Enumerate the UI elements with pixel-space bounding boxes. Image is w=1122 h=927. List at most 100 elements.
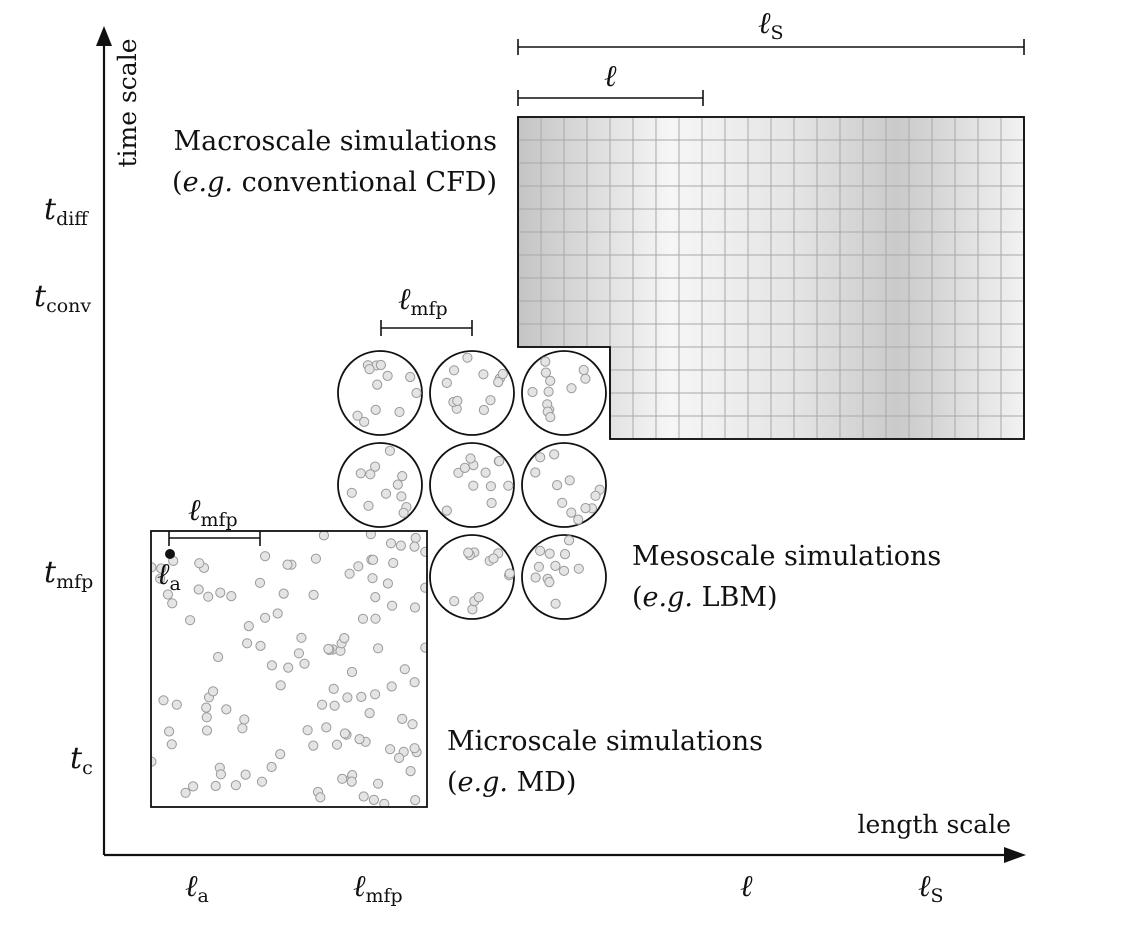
scale-label-l-s: ℓS [758, 6, 784, 44]
particle [573, 563, 584, 574]
particle [580, 373, 591, 384]
axes: time scale length scale tdiff tconv tmfp… [34, 26, 1026, 907]
particle [352, 410, 363, 421]
particle [254, 577, 266, 588]
macroscale-outline [517, 116, 1025, 440]
particle [405, 371, 416, 383]
particle [373, 778, 384, 789]
particle [550, 560, 561, 572]
particle [317, 699, 328, 710]
particle [188, 781, 199, 792]
particle [382, 370, 393, 381]
microscale-title: Microscale simulations [447, 726, 763, 757]
particle [353, 561, 364, 572]
particle [282, 559, 293, 570]
particle [296, 632, 307, 643]
particle [201, 712, 212, 723]
y-axis-arrow [96, 26, 112, 46]
particle [368, 554, 379, 566]
x-axis-label: length scale [857, 810, 1011, 839]
particle [409, 602, 421, 613]
x-tick-l-s: ℓS [918, 869, 944, 907]
particle [368, 794, 379, 806]
particle [215, 769, 226, 780]
particle [557, 497, 568, 508]
particle [398, 507, 409, 518]
particle [463, 547, 474, 558]
particle [243, 621, 254, 632]
atom-dot [165, 549, 175, 559]
particle [410, 532, 421, 544]
particle [386, 681, 397, 692]
particle [545, 375, 556, 386]
scale-label-l: ℓ [604, 59, 617, 94]
particle [566, 507, 577, 518]
particle [364, 708, 375, 719]
particle [544, 548, 555, 559]
particle [365, 531, 376, 540]
particle [410, 795, 421, 806]
particle [504, 568, 515, 579]
particle [370, 461, 381, 472]
particle [590, 490, 601, 501]
scale-label-l-mfp-micro: ℓmfp [188, 493, 238, 531]
particle [302, 725, 313, 736]
particle [355, 468, 366, 479]
particle [266, 761, 277, 773]
particle [344, 568, 355, 579]
macroscale-note: (e.g. conventional CFD) [172, 167, 497, 198]
particle [208, 686, 219, 697]
particle [201, 702, 212, 713]
particle [420, 582, 427, 593]
particle [221, 704, 232, 715]
mesoscale-note: (e.g. LBM) [632, 582, 778, 613]
particle [357, 613, 369, 624]
particle [318, 531, 329, 541]
particle [331, 739, 343, 750]
particle [459, 462, 470, 473]
particle [372, 379, 383, 390]
particle [299, 658, 310, 669]
particle [367, 573, 378, 584]
particle [385, 538, 397, 549]
particle [395, 540, 406, 551]
particle [392, 479, 403, 490]
particle [397, 471, 408, 482]
mesoscale-cells [337, 350, 607, 620]
lbm-cell [429, 350, 515, 436]
particle [409, 743, 420, 754]
particle [255, 640, 266, 652]
particle [237, 723, 248, 734]
particle [215, 587, 226, 598]
particle [564, 475, 575, 486]
particle [449, 365, 460, 376]
particle [478, 369, 489, 380]
particle [278, 588, 289, 599]
particle [473, 592, 484, 603]
particle [397, 713, 408, 725]
particle [193, 584, 204, 595]
particle [370, 689, 381, 700]
particle [260, 612, 271, 623]
lbm-cell [521, 534, 607, 620]
particle [388, 557, 399, 569]
x-tick-l-mfp: ℓmfp [353, 869, 403, 907]
particle [563, 535, 575, 546]
particle [540, 356, 551, 367]
y-tick-t-conv: tconv [34, 279, 91, 317]
macroscale-title: Macroscale simulations [174, 126, 498, 157]
particle [380, 488, 392, 499]
particle [370, 592, 381, 603]
particle [158, 695, 169, 706]
atom-label: ℓa [157, 557, 181, 595]
mesoscale-region: ℓmfp Mesoscale simulations (e.g. LBM) [337, 282, 941, 620]
particle [272, 608, 283, 619]
particle [387, 600, 398, 611]
microscale-region: ℓmfp ℓa Microscale simulations (e.g. MD) [150, 493, 763, 808]
particle [467, 604, 478, 615]
particle [441, 377, 452, 388]
particle [449, 596, 460, 607]
particle [337, 773, 348, 784]
y-tick-t-c: tc [70, 741, 93, 779]
